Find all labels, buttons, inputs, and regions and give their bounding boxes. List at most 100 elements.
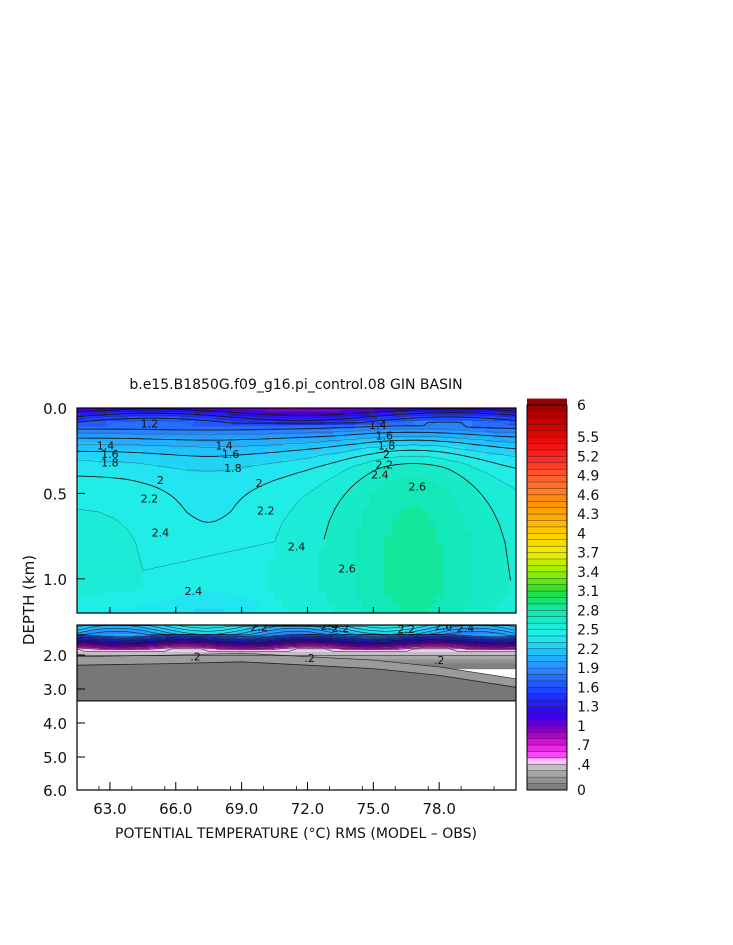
heat-cell: [420, 641, 429, 644]
heat-cell: [186, 608, 195, 613]
heat-cell: [289, 493, 298, 499]
contour-line-minor: [77, 444, 516, 472]
heat-cell: [428, 659, 437, 662]
heat-cell: [98, 463, 107, 469]
heat-cell: [216, 635, 224, 637]
heat-cell: [230, 561, 239, 567]
heat-cell: [91, 454, 100, 460]
heat-cell: [391, 540, 400, 546]
heat-cell: [450, 467, 459, 473]
heat-cell: [347, 645, 356, 647]
heat-cell: [376, 467, 385, 473]
heat-cell: [267, 450, 276, 456]
heat-cell: [230, 429, 239, 435]
heat-cell: [369, 628, 378, 631]
heat-cell: [457, 544, 466, 550]
heat-cell: [237, 412, 246, 418]
heat-cell: [486, 501, 495, 507]
heat-cell: [267, 536, 276, 541]
heat-cell: [457, 557, 466, 563]
heat-cell: [450, 657, 459, 659]
heat-cell: [347, 476, 356, 482]
heat-cell: [157, 640, 166, 643]
heat-cell: [223, 408, 232, 413]
heat-cell: [325, 459, 334, 465]
heat-cell: [106, 510, 115, 516]
heat-cell: [347, 489, 356, 495]
heat-cell: [157, 446, 166, 452]
heat-cell: [486, 595, 495, 601]
heat-cell: [274, 604, 283, 610]
heat-cell: [450, 608, 459, 613]
heat-cell: [267, 501, 276, 507]
heat-cell: [216, 553, 224, 559]
heat-cell: [494, 437, 502, 443]
heat-cell: [296, 645, 305, 647]
heat-cell: [355, 626, 363, 628]
heat-cell: [413, 544, 422, 550]
heat-cell: [223, 416, 232, 422]
heat-cell: [376, 600, 385, 606]
heat-cell: [501, 425, 510, 430]
heat-cell: [223, 425, 232, 430]
heat-cell: [457, 506, 466, 512]
heat-cell: [186, 553, 195, 559]
heat-cell: [274, 459, 283, 465]
heat-cell: [420, 657, 429, 659]
heat-cell: [486, 527, 495, 533]
heat-cell: [340, 527, 349, 533]
heat-cell: [340, 654, 349, 656]
heat-cell: [77, 639, 85, 642]
heat-cell: [442, 663, 451, 666]
heat-cell: [450, 570, 459, 576]
heat-cell: [428, 650, 437, 653]
heat-cell: [369, 472, 378, 477]
heat-cell: [142, 523, 151, 529]
heat-cell: [128, 476, 137, 482]
heat-cell: [179, 566, 188, 571]
heat-cell: [128, 635, 137, 637]
heat-cell: [494, 425, 502, 430]
heat-cell: [347, 641, 356, 644]
heat-cell: [398, 636, 407, 638]
heat-cell: [501, 595, 510, 601]
heat-cell: [150, 635, 159, 637]
heat-cell: [91, 553, 100, 559]
heat-cell: [435, 650, 444, 653]
heat-cell: [333, 548, 341, 554]
heat-cell: [223, 450, 232, 456]
heat-cell: [311, 437, 320, 443]
heat-cell: [391, 583, 400, 588]
heat-cell: [216, 628, 224, 631]
heat-cell: [406, 638, 415, 641]
heat-cell: [413, 493, 422, 499]
heat-cell: [172, 644, 181, 646]
heat-cell: [274, 523, 283, 529]
heat-cell: [150, 591, 159, 597]
heat-cell: [179, 608, 188, 613]
heat-cell: [172, 506, 181, 512]
heat-cell: [296, 628, 305, 631]
heat-cell: [157, 566, 166, 571]
heat-cell: [435, 649, 444, 652]
heat-cell: [369, 638, 378, 641]
heat-cell: [237, 583, 246, 588]
heat-cell: [237, 459, 246, 465]
heat-cell: [267, 489, 276, 495]
heat-cell: [245, 557, 254, 563]
heat-cell: [464, 463, 473, 469]
heat-cell: [157, 649, 166, 652]
heat-cell: [267, 570, 276, 576]
heat-cell: [113, 501, 122, 507]
heat-cell: [289, 408, 298, 413]
heat-cell: [201, 631, 210, 634]
heat-cell: [384, 531, 393, 537]
heat-cell: [362, 583, 371, 588]
heat-cell: [267, 493, 276, 499]
heat-cell: [237, 416, 246, 422]
heat-cell: [472, 510, 481, 516]
heat-cell: [435, 645, 444, 647]
heat-cell: [157, 638, 166, 641]
heat-cell: [494, 566, 502, 571]
heat-cell: [384, 652, 393, 654]
